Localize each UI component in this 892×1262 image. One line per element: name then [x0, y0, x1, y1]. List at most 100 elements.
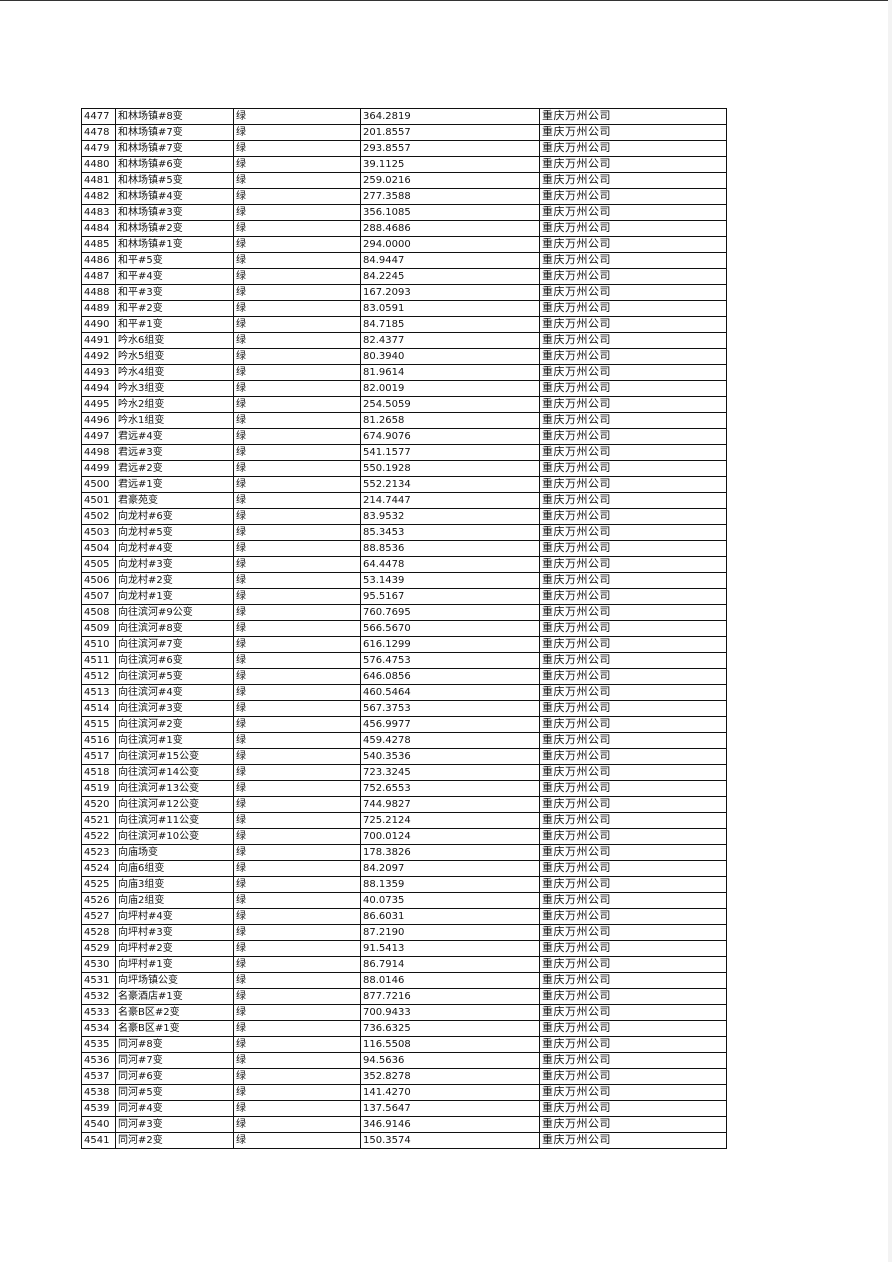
value-cell: 88.0146	[360, 972, 540, 989]
transformer-name-cell: 名豪酒店#1变	[115, 988, 234, 1005]
company-cell: 重庆万州公司	[539, 188, 727, 205]
transformer-name-cell: 和平#3变	[115, 284, 234, 301]
table-row: 4537 同河#6变绿 352.8278 重庆万州公司	[81, 1068, 727, 1085]
table-row: 4489 和平#2变绿 83.0591 重庆万州公司	[81, 300, 727, 317]
table-row: 4497 君远#4变绿 674.9076 重庆万州公司	[81, 428, 727, 445]
company-cell: 重庆万州公司	[539, 748, 727, 765]
company-cell: 重庆万州公司	[539, 220, 727, 237]
table-row: 4530 向坪村#1变绿 86.7914 重庆万州公司	[81, 956, 727, 973]
row-index-cell: 4530	[81, 956, 116, 973]
status-cell: 绿	[233, 172, 361, 189]
transformer-name-cell: 向往滨河#6变	[115, 652, 234, 669]
value-cell: 356.1085	[360, 204, 540, 221]
transformer-name-cell: 同河#7变	[115, 1052, 234, 1069]
row-index-cell: 4526	[81, 892, 116, 909]
company-cell: 重庆万州公司	[539, 332, 727, 349]
status-cell: 绿	[233, 492, 361, 509]
table-row: 4535 同河#8变绿 116.5508 重庆万州公司	[81, 1036, 727, 1053]
status-cell: 绿	[233, 668, 361, 685]
table-body: 4477 和林场镇#8变绿 364.2819 重庆万州公司 4478 和林场镇#7变绿 20…	[81, 108, 727, 1149]
table-row: 4541 同河#2变绿 150.3574 重庆万州公司	[81, 1132, 727, 1149]
company-cell: 重庆万州公司	[539, 684, 727, 701]
value-cell: 84.9447	[360, 252, 540, 269]
company-cell: 重庆万州公司	[539, 588, 727, 605]
company-cell: 重庆万州公司	[539, 924, 727, 941]
transformer-name-cell: 向龙村#1变	[115, 588, 234, 605]
status-cell: 绿	[233, 1100, 361, 1117]
table-row: 4538 同河#5变绿 141.4270 重庆万州公司	[81, 1084, 727, 1101]
status-cell: 绿	[233, 108, 361, 125]
value-cell: 576.4753	[360, 652, 540, 669]
table-row: 4495 吟水2组变绿 254.5059 重庆万州公司	[81, 396, 727, 413]
transformer-name-cell: 向庙场变	[115, 844, 234, 861]
company-cell: 重庆万州公司	[539, 876, 727, 893]
status-cell: 绿	[233, 940, 361, 957]
row-index-cell: 4497	[81, 428, 116, 445]
table-row: 4506 向龙村#2变绿 53.1439 重庆万州公司	[81, 572, 727, 589]
row-index-cell: 4521	[81, 812, 116, 829]
company-cell: 重庆万州公司	[539, 956, 727, 973]
value-cell: 150.3574	[360, 1132, 540, 1149]
value-cell: 700.0124	[360, 828, 540, 845]
value-cell: 259.0216	[360, 172, 540, 189]
status-cell: 绿	[233, 1084, 361, 1101]
row-index-cell: 4487	[81, 268, 116, 285]
row-index-cell: 4494	[81, 380, 116, 397]
row-index-cell: 4498	[81, 444, 116, 461]
page-right-edge	[888, 0, 892, 1262]
transformer-name-cell: 吟水1组变	[115, 412, 234, 429]
table-row: 4498 君远#3变绿 541.1577 重庆万州公司	[81, 444, 727, 461]
status-cell: 绿	[233, 236, 361, 253]
value-cell: 541.1577	[360, 444, 540, 461]
transformer-name-cell: 和林场镇#3变	[115, 204, 234, 221]
status-cell: 绿	[233, 124, 361, 141]
row-index-cell: 4512	[81, 668, 116, 685]
row-index-cell: 4491	[81, 332, 116, 349]
value-cell: 83.0591	[360, 300, 540, 317]
company-cell: 重庆万州公司	[539, 732, 727, 749]
row-index-cell: 4532	[81, 988, 116, 1005]
transformer-name-cell: 和林场镇#7变	[115, 124, 234, 141]
table-row: 4494 吟水3组变绿 82.0019 重庆万州公司	[81, 380, 727, 397]
status-cell: 绿	[233, 844, 361, 861]
status-cell: 绿	[233, 524, 361, 541]
company-cell: 重庆万州公司	[539, 1068, 727, 1085]
company-cell: 重庆万州公司	[539, 764, 727, 781]
transformer-name-cell: 向庙3组变	[115, 876, 234, 893]
row-index-cell: 4520	[81, 796, 116, 813]
row-index-cell: 4508	[81, 604, 116, 621]
transformer-name-cell: 吟水3组变	[115, 380, 234, 397]
row-index-cell: 4506	[81, 572, 116, 589]
value-cell: 84.7185	[360, 316, 540, 333]
transformer-name-cell: 同河#8变	[115, 1036, 234, 1053]
transformer-name-cell: 君远#4变	[115, 428, 234, 445]
company-cell: 重庆万州公司	[539, 652, 727, 669]
value-cell: 39.1125	[360, 156, 540, 173]
value-cell: 86.7914	[360, 956, 540, 973]
table-row: 4516 向往滨河#1变绿 459.4278 重庆万州公司	[81, 732, 727, 749]
company-cell: 重庆万州公司	[539, 508, 727, 525]
company-cell: 重庆万州公司	[539, 1116, 727, 1133]
row-index-cell: 4500	[81, 476, 116, 493]
row-index-cell: 4519	[81, 780, 116, 797]
company-cell: 重庆万州公司	[539, 108, 727, 125]
row-index-cell: 4516	[81, 732, 116, 749]
company-cell: 重庆万州公司	[539, 940, 727, 957]
table-row: 4479 和林场镇#7变绿 293.8557 重庆万州公司	[81, 140, 727, 157]
transformer-name-cell: 向往滨河#12公变	[115, 796, 234, 813]
value-cell: 723.3245	[360, 764, 540, 781]
status-cell: 绿	[233, 1116, 361, 1133]
transformer-name-cell: 同河#5变	[115, 1084, 234, 1101]
value-cell: 294.0000	[360, 236, 540, 253]
value-cell: 744.9827	[360, 796, 540, 813]
table-row: 4487 和平#4变绿 84.2245 重庆万州公司	[81, 268, 727, 285]
value-cell: 83.9532	[360, 508, 540, 525]
company-cell: 重庆万州公司	[539, 524, 727, 541]
transformer-name-cell: 向往滨河#2变	[115, 716, 234, 733]
transformer-name-cell: 向往滨河#9公变	[115, 604, 234, 621]
company-cell: 重庆万州公司	[539, 444, 727, 461]
company-cell: 重庆万州公司	[539, 812, 727, 829]
table-row: 4501 君豪苑变绿 214.7447 重庆万州公司	[81, 492, 727, 509]
transformer-name-cell: 名豪B区#1变	[115, 1020, 234, 1037]
status-cell: 绿	[233, 636, 361, 653]
